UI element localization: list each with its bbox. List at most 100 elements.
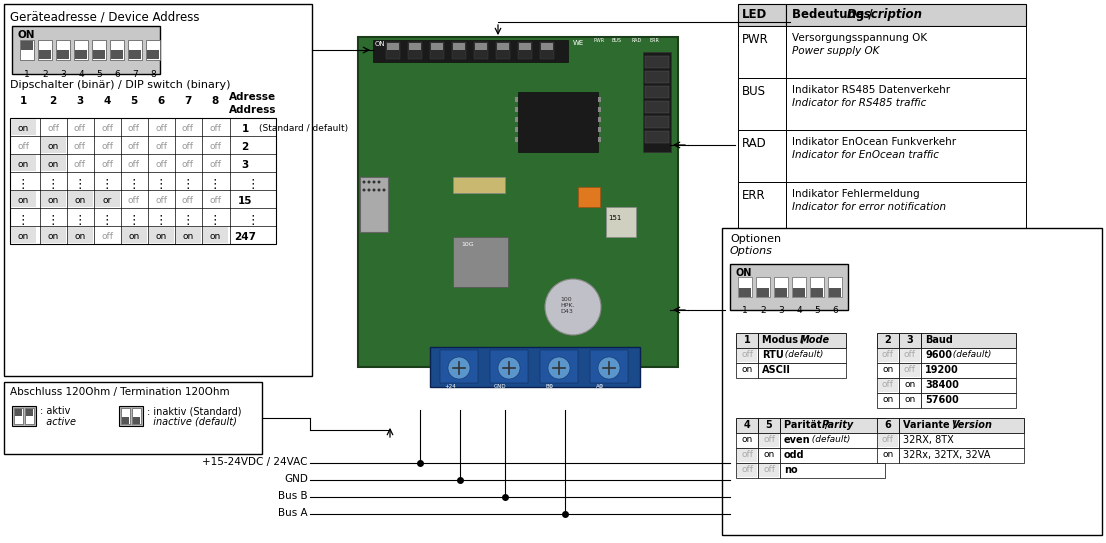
Bar: [737, 434, 757, 447]
Text: off: off: [209, 142, 221, 151]
Text: +24: +24: [445, 384, 456, 389]
Bar: [738, 4, 786, 26]
Bar: [4, 382, 262, 454]
Bar: [737, 349, 757, 362]
Text: off: off: [101, 232, 113, 241]
Text: inactive (default): inactive (default): [147, 417, 237, 427]
Bar: [386, 42, 400, 59]
Bar: [899, 418, 1024, 433]
Text: off: off: [101, 160, 113, 169]
Text: ⋮: ⋮: [74, 178, 86, 191]
Text: ⋮: ⋮: [17, 214, 29, 227]
Text: on: on: [128, 232, 139, 241]
Bar: [786, 130, 1026, 182]
Bar: [828, 277, 842, 297]
Bar: [900, 349, 920, 362]
Bar: [878, 394, 898, 407]
Bar: [899, 348, 921, 363]
Bar: [899, 363, 921, 378]
Text: RAD: RAD: [632, 38, 641, 43]
Bar: [830, 288, 841, 297]
Bar: [27, 409, 33, 416]
Bar: [518, 92, 598, 152]
Bar: [12, 26, 160, 74]
Bar: [540, 42, 554, 59]
Text: 9600: 9600: [925, 350, 952, 360]
Text: 2: 2: [760, 306, 765, 315]
Bar: [737, 464, 757, 477]
Bar: [453, 177, 505, 193]
Text: 19200: 19200: [925, 365, 959, 375]
Text: Bus B: Bus B: [279, 491, 307, 501]
Bar: [877, 448, 899, 463]
Text: 1: 1: [241, 124, 249, 134]
Text: Abschluss 120Ohm / Termination 120Ohm: Abschluss 120Ohm / Termination 120Ohm: [10, 387, 230, 397]
Text: BUS: BUS: [742, 85, 766, 98]
Text: 7: 7: [185, 96, 191, 106]
Bar: [793, 288, 805, 297]
Text: 6: 6: [832, 306, 838, 315]
Text: 4: 4: [796, 306, 802, 315]
Text: 3: 3: [76, 96, 84, 106]
Bar: [811, 288, 823, 297]
Text: Baud: Baud: [925, 335, 953, 345]
Circle shape: [363, 188, 365, 192]
Bar: [41, 227, 66, 243]
Circle shape: [373, 188, 376, 192]
Bar: [359, 177, 388, 232]
Bar: [899, 393, 921, 408]
Bar: [358, 37, 678, 367]
Circle shape: [598, 357, 620, 379]
Bar: [474, 43, 487, 50]
Bar: [119, 406, 143, 426]
Bar: [758, 448, 780, 463]
Bar: [878, 364, 898, 377]
Bar: [730, 264, 848, 310]
Text: off: off: [128, 142, 140, 151]
Bar: [757, 288, 769, 297]
Text: on: on: [18, 196, 29, 205]
Text: Dipschalter (binär) / DIP switch (binary): Dipschalter (binär) / DIP switch (binary…: [10, 80, 230, 90]
Text: ⋮: ⋮: [247, 178, 259, 191]
Bar: [92, 40, 106, 60]
Bar: [109, 40, 124, 60]
Circle shape: [377, 188, 380, 192]
Bar: [758, 333, 846, 348]
Text: 5: 5: [96, 70, 102, 79]
Bar: [541, 43, 553, 50]
Bar: [645, 71, 669, 83]
Text: 2: 2: [241, 142, 249, 152]
Text: 1: 1: [742, 306, 748, 315]
Bar: [759, 434, 779, 447]
Bar: [775, 288, 787, 297]
Bar: [759, 449, 779, 462]
Text: 4: 4: [103, 96, 111, 106]
Bar: [598, 117, 601, 122]
Bar: [877, 378, 899, 393]
Text: off: off: [209, 196, 221, 205]
Text: Optionen: Optionen: [730, 234, 781, 244]
Text: (default): (default): [779, 350, 823, 359]
Text: on: on: [905, 380, 916, 389]
Bar: [75, 50, 87, 59]
Text: ⋮: ⋮: [181, 214, 195, 227]
Text: (default): (default): [947, 350, 991, 359]
Circle shape: [448, 357, 470, 379]
Bar: [387, 43, 399, 50]
Bar: [758, 433, 780, 448]
Circle shape: [367, 188, 371, 192]
Text: Indicator for RS485 traffic: Indicator for RS485 traffic: [792, 98, 927, 108]
Bar: [878, 379, 898, 392]
Text: off: off: [904, 350, 916, 359]
Text: 10G: 10G: [461, 242, 473, 247]
Circle shape: [377, 180, 380, 184]
Text: on: on: [48, 232, 59, 241]
Text: ON: ON: [375, 41, 386, 47]
Bar: [540, 350, 578, 383]
Bar: [921, 348, 1016, 363]
Bar: [147, 50, 159, 59]
Bar: [900, 394, 920, 407]
Bar: [598, 137, 601, 142]
Text: B⊛: B⊛: [546, 384, 554, 389]
Bar: [58, 50, 69, 59]
